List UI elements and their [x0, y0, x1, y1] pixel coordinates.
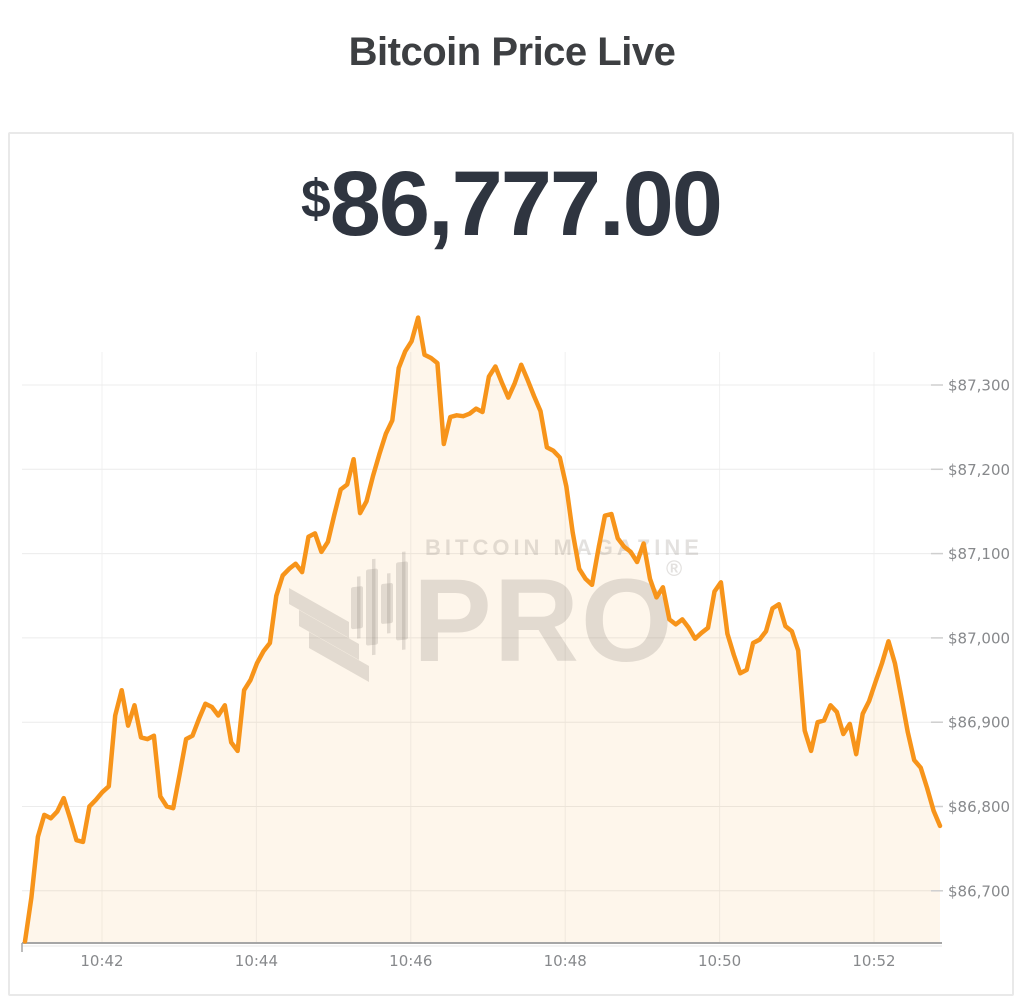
x-axis-label: 10:42	[80, 952, 123, 970]
x-axis-label: 10:44	[235, 952, 278, 970]
x-axis-label: 10:48	[544, 952, 587, 970]
y-axis-label: $86,900	[948, 714, 1010, 732]
y-axis-label: $86,800	[948, 798, 1010, 816]
y-axis-label: $87,300	[948, 377, 1010, 395]
y-axis-label: $87,200	[948, 461, 1010, 479]
x-axis-label: 10:46	[389, 952, 432, 970]
page-title: Bitcoin Price Live	[348, 30, 676, 74]
axis-layer	[21, 942, 942, 952]
axis-labels-layer: 10:42 10:44 10:46 10:48 10:50 10:52 $87,300 $87…	[80, 377, 1010, 971]
price-currency-symbol: $	[301, 169, 331, 229]
price-amount: 86,777.00	[329, 153, 723, 255]
price-chart[interactable]: BITCOIN MAGAZINE ® PRO 10:42 10:44 10:46 10…	[10, 134, 1016, 998]
y-axis-label: $86,700	[948, 882, 1010, 900]
y-axis-label: $87,100	[948, 545, 1010, 563]
watermark-text-pro: PRO	[413, 555, 675, 687]
current-price: $86,777.00	[10, 156, 1012, 253]
y-axis-label: $87,000	[948, 629, 1010, 647]
x-axis-label: 10:50	[698, 952, 741, 970]
chart-card: $86,777.00 BITCOIN MAGAZINE ®	[8, 132, 1014, 996]
x-axis-label: 10:52	[852, 952, 895, 970]
